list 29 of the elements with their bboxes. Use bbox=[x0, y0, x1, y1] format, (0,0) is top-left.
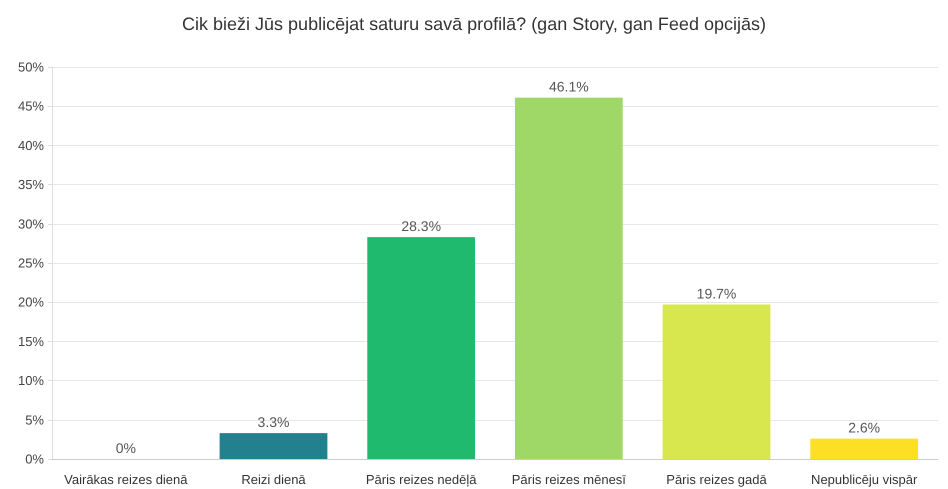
y-tick-label: 10% bbox=[18, 373, 44, 388]
data-label: 3.3% bbox=[258, 414, 290, 430]
y-tick-label: 25% bbox=[18, 256, 44, 270]
bar bbox=[367, 237, 476, 459]
y-tick-label: 30% bbox=[18, 216, 44, 232]
y-tick-label: 5% bbox=[25, 412, 44, 428]
data-label: 0% bbox=[116, 440, 136, 456]
x-tick-label: Pāris reizes mēnesī bbox=[512, 472, 626, 487]
data-label: 46.1% bbox=[548, 78, 589, 95]
x-tick-label: Pāris reizes nedēļā bbox=[366, 472, 478, 487]
bar bbox=[810, 438, 918, 459]
y-tick-label: 20% bbox=[18, 294, 44, 310]
bar bbox=[662, 304, 770, 459]
y-tick-label: 50% bbox=[18, 60, 44, 74]
x-tick-label: Reizi dienā bbox=[241, 472, 306, 487]
bar bbox=[220, 433, 328, 459]
x-tick-label: Vairākas reizes dienā bbox=[64, 472, 188, 487]
y-tick-label: 15% bbox=[18, 334, 44, 349]
y-tick-label: 40% bbox=[18, 138, 44, 153]
data-label: 2.6% bbox=[848, 420, 880, 436]
x-tick-label: Nepublicēju vispār bbox=[811, 472, 918, 487]
data-label: 19.7% bbox=[696, 286, 736, 302]
chart-title: Cik bieži Jūs publicējat saturu savā profilā? (gan Story, gan Feed opcijās) bbox=[182, 14, 766, 34]
y-tick-label: 0% bbox=[25, 452, 44, 466]
x-tick-label: Pāris reizes gadā bbox=[666, 472, 768, 487]
y-tick-label: 35% bbox=[18, 177, 44, 192]
data-label: 28.3% bbox=[401, 218, 442, 234]
y-tick-label: 45% bbox=[18, 98, 44, 114]
bar bbox=[514, 98, 623, 459]
